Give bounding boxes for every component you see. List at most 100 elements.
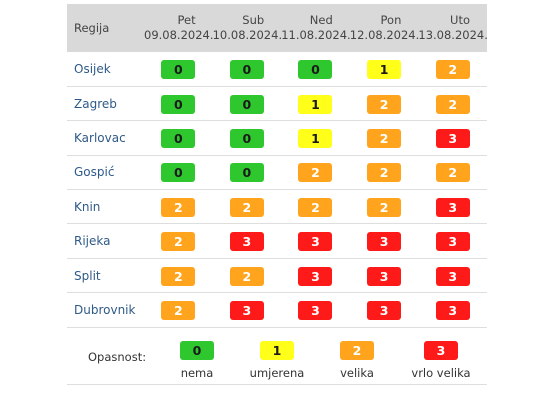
danger-level-badge: 2 (367, 163, 402, 183)
region-name: Osijek (74, 61, 111, 76)
danger-cell: 3 (418, 224, 487, 258)
danger-level-badge: 3 (298, 300, 333, 320)
legend-badge: 3 (424, 341, 458, 360)
danger-level-badge: 2 (298, 163, 333, 183)
danger-level-badge: 0 (161, 128, 196, 148)
danger-level-badge: 1 (298, 128, 333, 148)
day-date: 12.08.2024. (349, 28, 420, 42)
danger-cell: 0 (144, 155, 213, 189)
danger-cell: 2 (350, 190, 419, 224)
danger-level-badge: 0 (298, 59, 333, 79)
danger-level-badge: 3 (298, 266, 333, 286)
table-header-row: Regija Pet 09.08.2024. Sub 10.08.2024. N… (67, 4, 488, 52)
legend-badge: 2 (340, 341, 374, 360)
day-date: 09.08.2024. (144, 28, 214, 42)
danger-level-badge: 0 (161, 59, 196, 79)
danger-level-badge: 0 (229, 163, 264, 183)
region-name: Dubrovnik (74, 302, 136, 317)
region-name: Split (74, 268, 101, 283)
danger-level-badge: 3 (435, 232, 470, 252)
danger-cell: 3 (350, 224, 419, 258)
danger-level-badge: 0 (229, 128, 264, 148)
danger-forecast-table: Regija Pet 09.08.2024. Sub 10.08.2024. N… (67, 4, 488, 328)
danger-cell: 2 (144, 224, 213, 258)
danger-cell: 1 (350, 52, 419, 86)
day-name: Uto (450, 13, 470, 27)
danger-level-badge: 2 (229, 197, 264, 217)
danger-level-badge: 2 (367, 94, 402, 114)
danger-level-badge: 2 (435, 59, 470, 79)
table-body: Osijek 0 0 0 1 2 Zagreb 0 0 1 2 2 Karlovac 0 0 1 2 3 Gospi… (67, 52, 487, 328)
legend-badge: 0 (180, 341, 214, 360)
day-date: 10.08.2024. (212, 28, 283, 42)
day-column-header: Uto 13.08.2024. (418, 4, 488, 52)
danger-level-badge: 0 (161, 94, 196, 114)
legend-text: umjerena (249, 366, 305, 380)
danger-level-badge: 2 (367, 197, 402, 217)
legend-text: vrlo velika (411, 366, 471, 380)
danger-level-badge: 2 (161, 266, 196, 286)
day-name: Pon (380, 13, 402, 27)
legend-item-moderate: 1 umjerena (227, 340, 327, 380)
danger-cell: 3 (350, 258, 419, 292)
danger-cell: 3 (418, 121, 487, 155)
danger-level-badge: 3 (367, 266, 402, 286)
danger-cell: 2 (418, 52, 487, 86)
forecast-table-container: Regija Pet 09.08.2024. Sub 10.08.2024. N… (67, 4, 488, 328)
danger-cell: 3 (281, 293, 350, 327)
danger-cell: 1 (281, 121, 350, 155)
danger-level-badge: 2 (229, 266, 264, 286)
danger-level-badge: 1 (298, 94, 333, 114)
table-row: Osijek 0 0 0 1 2 (67, 52, 487, 87)
danger-cell: 2 (418, 155, 487, 189)
danger-cell: 2 (350, 121, 419, 155)
danger-cell: 0 (213, 155, 282, 189)
danger-level-badge: 3 (298, 232, 333, 252)
danger-cell: 2 (281, 190, 350, 224)
danger-level-badge: 3 (435, 266, 470, 286)
danger-cell: 3 (418, 293, 487, 327)
danger-cell: 3 (418, 190, 487, 224)
danger-cell: 2 (350, 155, 419, 189)
day-column-header: Pet 09.08.2024. (144, 4, 214, 52)
day-name: Pet (177, 13, 196, 27)
danger-cell: 2 (213, 258, 282, 292)
danger-level-badge: 2 (435, 94, 470, 114)
table-row: Split 2 2 3 3 3 (67, 258, 487, 293)
danger-cell: 0 (144, 86, 213, 120)
danger-cell: 2 (281, 155, 350, 189)
legend-item-very-high: 3 vrlo velika (391, 340, 491, 380)
danger-level-badge: 2 (367, 128, 402, 148)
table-row: Rijeka 2 3 3 3 3 (67, 224, 487, 259)
table-row: Karlovac 0 0 1 2 3 (67, 121, 487, 156)
danger-cell: 3 (350, 293, 419, 327)
danger-cell: 3 (213, 224, 282, 258)
danger-level-badge: 2 (161, 300, 196, 320)
table-row: Zagreb 0 0 1 2 2 (67, 86, 487, 121)
region-name: Gospić (74, 165, 115, 180)
day-column-header: Sub 10.08.2024. (212, 4, 283, 52)
danger-cell: 2 (213, 190, 282, 224)
danger-cell: 2 (418, 86, 487, 120)
danger-level-badge: 2 (161, 197, 196, 217)
danger-level-badge: 3 (367, 300, 402, 320)
legend-item-high: 2 velika (307, 340, 407, 380)
danger-cell: 0 (281, 52, 350, 86)
danger-level-badge: 3 (435, 128, 470, 148)
region-name: Zagreb (74, 96, 117, 111)
day-name: Sub (242, 13, 265, 27)
danger-level-badge: 0 (161, 163, 196, 183)
danger-cell: 0 (144, 121, 213, 155)
legend-text: nema (180, 366, 214, 380)
danger-level-badge: 0 (229, 94, 264, 114)
day-column-header: Pon 12.08.2024. (349, 4, 420, 52)
danger-cell: 0 (213, 52, 282, 86)
danger-level-badge: 3 (435, 197, 470, 217)
danger-level-badge: 1 (367, 59, 402, 79)
day-name: Ned (309, 13, 333, 27)
legend-label: Opasnost: (88, 350, 147, 364)
region-name: Knin (74, 199, 101, 214)
danger-cell: 3 (281, 224, 350, 258)
danger-level-badge: 2 (298, 197, 333, 217)
danger-cell: 0 (213, 86, 282, 120)
